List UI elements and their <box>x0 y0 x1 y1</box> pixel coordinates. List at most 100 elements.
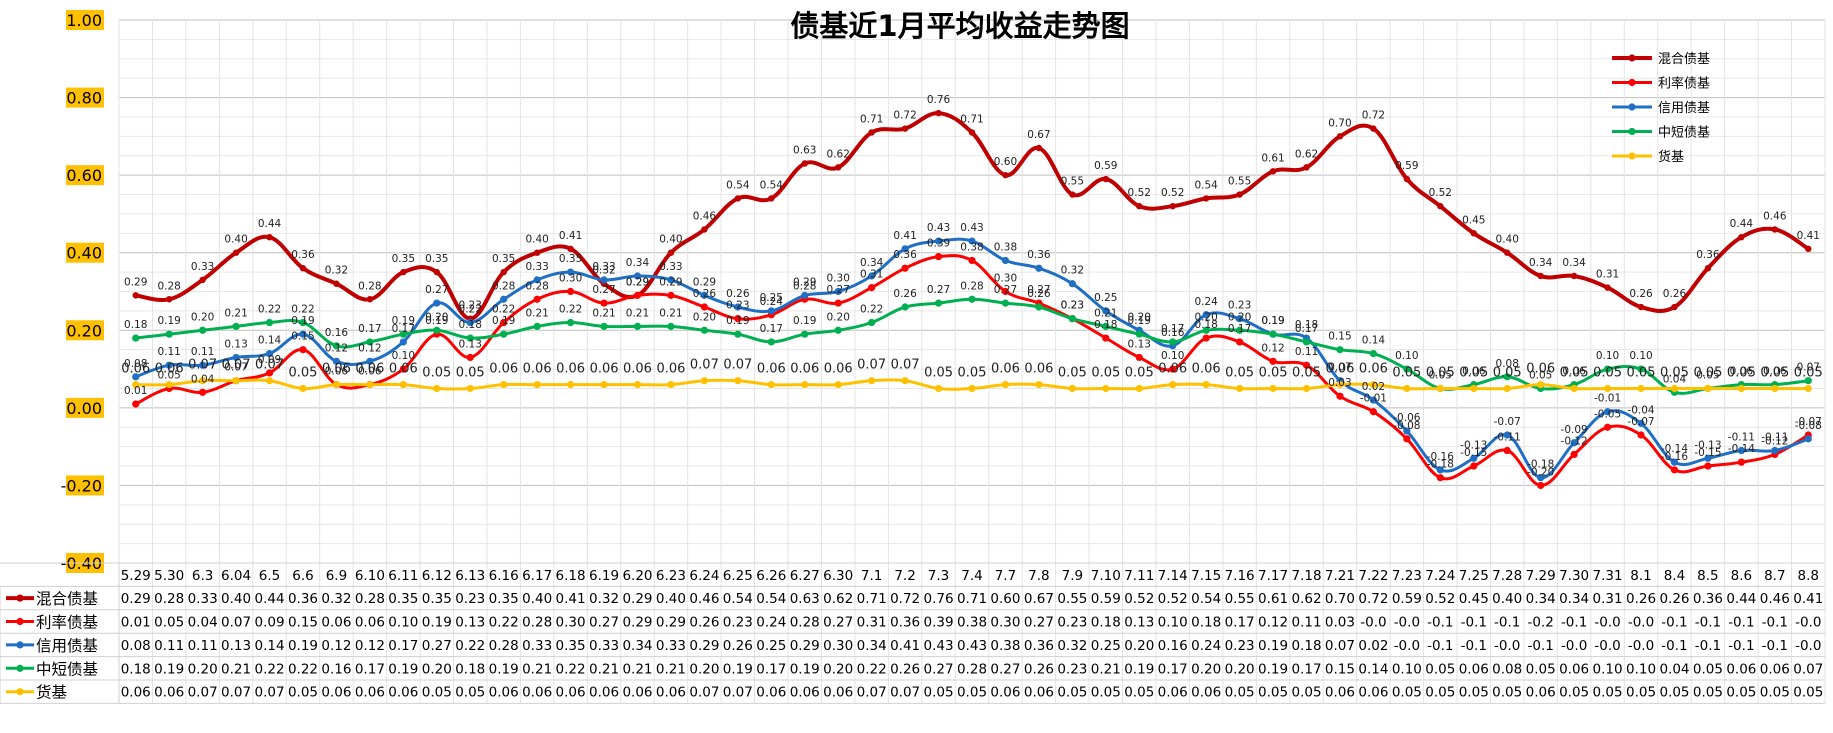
data-point <box>1704 384 1712 393</box>
data-label: 0.05 <box>1429 369 1452 381</box>
data-point <box>1336 392 1344 400</box>
data-point <box>1370 125 1377 132</box>
data-point <box>767 338 775 346</box>
data-label: 0.07 <box>723 358 752 373</box>
data-label: 0.24 <box>1194 296 1218 308</box>
data-label: 0.06 <box>322 362 351 377</box>
table-cell: 0.46 <box>689 591 719 607</box>
data-label: 0.52 <box>1161 187 1184 199</box>
data-point <box>1336 133 1344 140</box>
table-cell: 0.27 <box>422 638 452 654</box>
table-legend-marker <box>16 664 24 672</box>
data-point <box>667 380 675 389</box>
data-label: 0.32 <box>1061 265 1084 277</box>
data-point <box>1503 446 1511 455</box>
table-cell: -0.1 <box>1661 638 1687 654</box>
table-cell: 0.06 <box>1191 685 1221 701</box>
data-point <box>700 291 708 299</box>
data-point <box>566 318 575 327</box>
table-cell: 0.13 <box>221 638 251 654</box>
data-label: 0.34 <box>1529 257 1553 269</box>
table-cell: 0.30 <box>990 615 1020 631</box>
table-cell: 0.59 <box>1392 591 1422 607</box>
x-tick-label: 7.4 <box>961 568 982 584</box>
data-point <box>633 272 642 280</box>
data-label: 0.67 <box>1027 129 1050 141</box>
table-cell: 0.33 <box>522 638 552 654</box>
data-point <box>600 299 608 307</box>
x-tick-label: 6.25 <box>723 568 753 584</box>
table-cell: 0.60 <box>990 591 1020 607</box>
table-series-name: 信用债基 <box>36 637 98 655</box>
data-label: 0.06 <box>656 362 685 377</box>
table-cell: 0.06 <box>1024 685 1054 701</box>
data-label: 0.23 <box>1061 300 1084 312</box>
table-cell: 0.34 <box>857 638 887 654</box>
table-cell: 0.54 <box>756 591 786 607</box>
data-label: -0.15 <box>1694 447 1721 459</box>
data-point <box>1637 384 1645 393</box>
table-cell: 0.33 <box>589 638 619 654</box>
table-cell: -0.1 <box>1728 615 1754 631</box>
x-tick-label: 6.24 <box>689 568 719 584</box>
data-label: 0.54 <box>1194 179 1218 191</box>
table-cell: 0.05 <box>1693 661 1723 677</box>
data-label: 0.22 <box>492 304 515 316</box>
data-point <box>366 338 374 346</box>
data-label: -0.07 <box>1795 416 1822 428</box>
x-tick-label: 7.31 <box>1593 568 1623 584</box>
data-point <box>1437 202 1444 210</box>
table-series-name: 中短债基 <box>36 660 98 678</box>
table-cell: 0.40 <box>522 591 552 607</box>
legend-marker <box>1628 78 1636 87</box>
data-label: -0.11 <box>1761 432 1788 444</box>
table-cell: -0.0 <box>1628 638 1654 654</box>
data-label: 0.05 <box>1529 369 1552 381</box>
data-label: 0.22 <box>559 304 582 316</box>
data-point <box>1135 353 1143 362</box>
table-cell: 0.20 <box>823 661 853 677</box>
data-label: 0.21 <box>525 307 548 319</box>
data-label: 0.26 <box>893 288 917 300</box>
x-tick-label: 6.5 <box>259 568 280 584</box>
table-cell: 0.19 <box>723 661 753 677</box>
data-label: -0.18 <box>1427 459 1454 471</box>
table-cell: 0.12 <box>1258 615 1288 631</box>
table-cell: 0.20 <box>1124 638 1154 654</box>
data-label: 0.40 <box>1496 234 1519 246</box>
data-label: -0.09 <box>1561 424 1588 436</box>
data-label: 0.05 <box>1493 365 1522 380</box>
table-cell: 0.62 <box>1291 591 1321 607</box>
x-tick-label: 7.15 <box>1191 568 1221 584</box>
table-cell: 0.34 <box>1526 591 1556 607</box>
data-point <box>734 303 742 311</box>
data-label: 0.12 <box>1261 342 1284 354</box>
table-cell: 0.21 <box>589 661 619 677</box>
table-cell: 0.17 <box>355 661 385 677</box>
data-label: 0.33 <box>191 261 214 273</box>
data-label: 0.17 <box>392 323 415 335</box>
data-label: 0.05 <box>958 365 987 380</box>
data-label: 0.08 <box>124 358 147 370</box>
data-point <box>801 380 809 389</box>
table-cell: 0.22 <box>288 661 318 677</box>
data-label: 0.71 <box>860 113 883 125</box>
table-cell: 0.17 <box>1291 661 1321 677</box>
data-label: 0.21 <box>592 307 615 319</box>
data-label: 0.27 <box>425 284 448 296</box>
data-label: 0.71 <box>960 113 983 125</box>
table-cell: 0.25 <box>756 638 786 654</box>
table-cell: 0.54 <box>1191 591 1221 607</box>
table-cell: 0.23 <box>723 615 753 631</box>
table-cell: 0.72 <box>890 591 920 607</box>
data-label: 0.18 <box>1295 319 1318 331</box>
data-point <box>1169 202 1176 210</box>
table-cell: 0.27 <box>924 661 954 677</box>
table-cell: 0.21 <box>656 661 686 677</box>
table-cell: 0.06 <box>1526 685 1556 701</box>
data-label: 0.21 <box>659 307 682 319</box>
x-tick-label: 7.10 <box>1091 568 1121 584</box>
table-cell: 0.67 <box>1024 591 1054 607</box>
table-cell: 0.07 <box>689 685 719 701</box>
table-cell: 0.31 <box>857 615 887 631</box>
